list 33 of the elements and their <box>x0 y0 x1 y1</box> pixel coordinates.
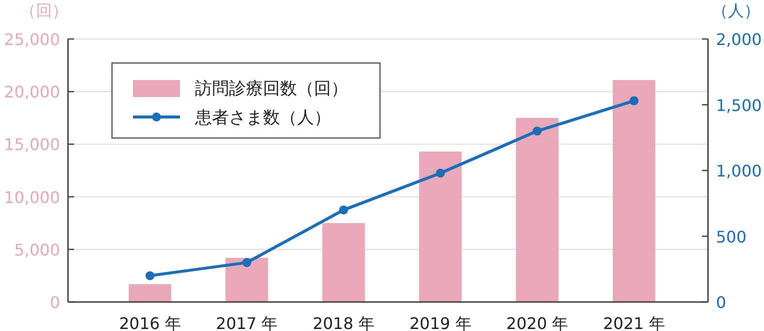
point <box>532 126 542 136</box>
y-tick-label: 20,000 <box>4 82 60 102</box>
bar <box>612 80 656 302</box>
bar <box>419 152 462 302</box>
y-tick-label: 0 <box>50 293 60 312</box>
point <box>146 271 154 280</box>
bar <box>226 258 268 302</box>
y2-tick-label: 0 <box>716 293 726 312</box>
x-tick-label: 2018 年 <box>312 314 375 331</box>
bar <box>322 223 365 302</box>
y2-tick-label: 500 <box>716 227 747 246</box>
x-tick-label: 2019 年 <box>409 314 472 331</box>
y-tick-label: 25,000 <box>4 30 60 49</box>
point <box>436 168 445 178</box>
x-tick-label: 2017 年 <box>216 314 278 331</box>
y-tick-label: 5,000 <box>14 240 60 260</box>
point <box>630 96 638 106</box>
point <box>339 205 348 214</box>
y-tick-label: 15,000 <box>4 135 60 154</box>
x-tick-label: 2021 年 <box>603 314 665 331</box>
legend-label: 患者さま数（人） <box>194 108 331 128</box>
bar <box>516 118 558 302</box>
bar <box>128 284 172 302</box>
y-axis-title: （回） <box>20 1 68 20</box>
y2-axis-title: （人） <box>712 1 760 20</box>
y-tick-label: 10,000 <box>4 188 60 207</box>
y2-tick-label: 2,000 <box>716 30 762 49</box>
x-tick-label: 2016 年 <box>119 314 181 331</box>
point <box>242 258 252 268</box>
y2-tick-label: 1,500 <box>716 96 762 115</box>
legend-label: 訪問診療回数（回） <box>195 79 348 99</box>
y2-tick-label: 1,000 <box>716 162 762 180</box>
x-tick-label: 2020 年 <box>506 314 568 331</box>
